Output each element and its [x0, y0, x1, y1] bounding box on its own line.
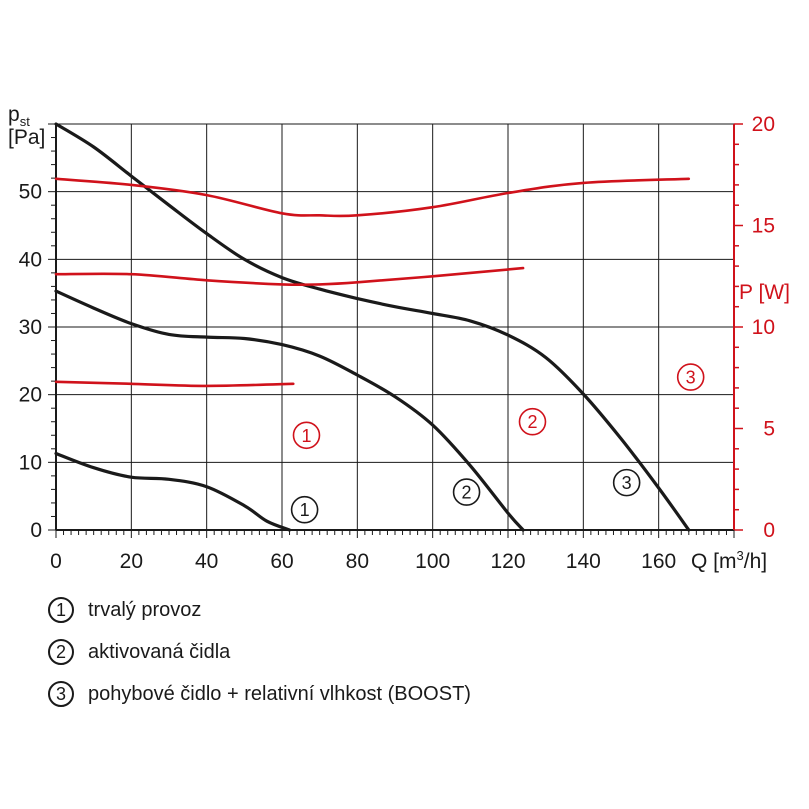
legend-label-1: trvalý provoz: [88, 599, 202, 621]
left-axis-tick-label: 30: [19, 316, 42, 339]
legend-marker-3: 3: [48, 681, 74, 707]
legend-label-2: aktivovaná čidla: [88, 641, 231, 663]
right-axis-tick-label: 5: [763, 418, 775, 441]
pressure-curve-1: [54, 451, 292, 532]
x-axis-tick-label: 160: [641, 550, 676, 573]
left-axis-tick-label: 20: [19, 384, 42, 407]
curve-marker-label: 2: [527, 412, 537, 432]
curve-markers: 1 2 3 1 2 3: [290, 363, 705, 524]
curve-marker-circle: [452, 478, 481, 506]
legend-marker-2: 2: [48, 639, 74, 665]
power-curve-3: [54, 177, 691, 218]
left-axis-tick-label: 10: [19, 451, 42, 474]
legend: 1 trvalý provoz 2 aktivovaná čidla 3 poh…: [48, 595, 471, 721]
curve-marker-label: 1: [300, 500, 310, 520]
curve-marker-circle: [292, 421, 321, 450]
curve-marker-label: 3: [686, 368, 696, 388]
left-axis: 0 10 20 30 40 50: [19, 123, 56, 542]
x-axis-tick-label: 20: [120, 550, 143, 573]
right-axis-tick-label: 10: [752, 316, 775, 339]
curve-marker-label: 3: [622, 473, 632, 493]
x-axis: 0 20 40 60 80 100 120 140 160: [50, 530, 735, 573]
right-axis-title: P [W]: [739, 281, 790, 304]
x-axis-tick-label: 60: [270, 550, 293, 573]
x-axis-tick-label: 140: [566, 550, 601, 573]
pressure-curve-3: [54, 122, 691, 532]
x-axis-tick-label: 80: [346, 550, 369, 573]
right-axis-tick-label: 15: [752, 215, 775, 238]
chart-series: [54, 122, 691, 532]
right-axis: 0 5 10 15 20: [733, 113, 775, 542]
legend-label-3: pohybové čidlo + relativní vlhkost (BOOS…: [88, 683, 471, 705]
right-axis-tick-label: 0: [763, 519, 775, 542]
left-axis-tick-label: 0: [30, 519, 42, 542]
x-axis-tick-label: 0: [50, 550, 62, 573]
legend-marker-1: 1: [48, 597, 74, 623]
curve-marker-label: 1: [301, 426, 311, 446]
power-curve-1: [54, 380, 295, 388]
left-axis-unit: [Pa]: [8, 126, 45, 149]
curve-marker-circle: [612, 468, 641, 497]
legend-item-2: 2 aktivovaná čidla: [48, 637, 471, 667]
left-axis-title: pst: [8, 103, 30, 129]
right-axis-tick-label: 20: [752, 113, 775, 136]
x-axis-tick-label: 120: [490, 550, 525, 573]
curve-marker-circle: [290, 495, 319, 524]
legend-item-1: 1 trvalý provoz: [48, 595, 471, 625]
power-curve-2: [54, 266, 525, 287]
left-axis-tick-label: 50: [19, 181, 42, 204]
curve-marker-label: 2: [462, 483, 472, 503]
x-axis-title: Q [m3/h]: [691, 548, 767, 573]
x-axis-tick-label: 40: [195, 550, 218, 573]
x-axis-tick-label: 100: [415, 550, 450, 573]
pressure-curve-2: [54, 289, 525, 532]
chart-grid: [55, 123, 735, 531]
curve-marker-circle: [518, 407, 547, 436]
left-axis-tick-label: 40: [19, 248, 42, 271]
curve-marker-circle: [676, 363, 705, 391]
legend-item-3: 3 pohybové čidlo + relativní vlhkost (BO…: [48, 679, 471, 709]
